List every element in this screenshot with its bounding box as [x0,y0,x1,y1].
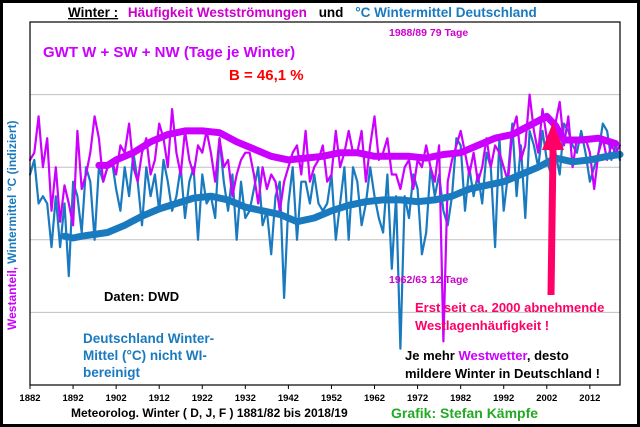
conclusion-note-line1: Je mehr Westwetter, desto [405,348,569,363]
deutschland-note-line2: Mittel (°C) nicht WI- [83,348,207,363]
x-tick-label-1942: 1942 [278,393,299,404]
x-axis-label: Meteorolog. Winter ( D, J, F ) 1881/82 b… [71,406,348,420]
x-tick-label-1922: 1922 [192,393,213,404]
author-credit: Grafik: Stefan Kämpfe [391,405,538,421]
conclusion-note-line2: mildere Winter in Deutschland ! [405,366,600,381]
westlagen-note-line1: Erst seit ca. 2000 abnehmende [415,300,604,315]
series-layer [28,93,624,350]
x-tick-label-1972: 1972 [407,393,428,404]
x-tick-label-1952: 1952 [321,393,342,404]
series-line-1 [95,112,620,169]
series-line-0 [28,93,622,343]
x-tick-label-1962: 1962 [364,393,385,404]
x-axis-ticks: 1882 1892 1902 1912 1922 1932 1942 1952 1962 1972… [19,385,600,404]
min-value-label: 1962/63 12 Tage [389,274,468,286]
x-tick-label-1982: 1982 [450,393,471,404]
x-tick-label-2002: 2002 [536,393,557,404]
plot-area-border [29,21,621,386]
gwt-label: GWT W + SW + NW (Tage je Winter) [43,44,295,61]
series-line-3 [61,151,624,242]
conclusion-note: Je mehr Westwetter, desto mildere Winter… [405,348,600,381]
deutschland-note-line1: Deutschland Winter- [83,331,214,346]
trend-arrow [542,122,564,296]
x-tick-label-1902: 1902 [106,393,127,404]
deutschland-note: Deutschland Winter- Mittel (°C) nicht WI… [83,331,214,380]
max-value-label: 1988/89 79 Tage [389,27,468,39]
y-axis-label: Westanteil,Wintermittel °C (indiziert) [5,121,19,331]
chart-title: Winter : Häufigkeit Westströmungen und °… [68,5,537,20]
x-tick-label-1992: 1992 [493,393,514,404]
westlagen-note-line2: Westlagenhäufigkeit ! [415,318,549,333]
westlagen-note: Erst seit ca. 2000 abnehmende Westlagenh… [415,300,604,333]
correlation-label: B = 46,1 % [229,67,304,84]
x-tick-label-1892: 1892 [62,393,83,404]
x-tick-label-2012: 2012 [579,393,600,404]
deutschland-note-line3: bereinigt [83,365,141,380]
x-tick-label-1932: 1932 [235,393,256,404]
x-tick-label-1882: 1882 [19,393,40,404]
x-tick-label-1912: 1912 [149,393,170,404]
data-source-label: Daten: DWD [104,289,179,304]
